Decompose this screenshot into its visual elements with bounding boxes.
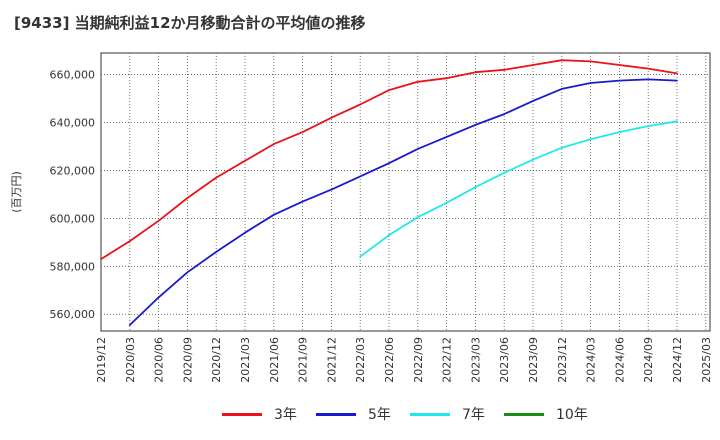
legend-swatch-7y [410,412,450,416]
legend-item-7y: 7年 [410,404,485,424]
x-tick-label: 2022/06 [383,337,396,383]
y-tick-label: 620,000 [50,164,96,177]
y-tick-label: 660,000 [50,69,96,82]
series-line-3年 [100,59,678,261]
x-tick-label: 2022/12 [441,337,454,383]
grid [101,53,710,331]
legend-swatch-3y [222,412,262,416]
x-tick-label: 2019/12 [95,337,108,383]
x-tick-label: 2022/03 [354,337,367,383]
x-tick-label: 2020/03 [124,337,137,383]
x-tick-label: 2021/06 [268,337,281,383]
y-tick-label: 600,000 [50,212,96,225]
x-tick-label: 2024/12 [671,337,684,383]
legend-label-10y: 10年 [556,407,588,423]
legend-label-7y: 7年 [462,407,485,423]
x-tick-label: 2024/09 [642,337,655,383]
legend-swatch-5y [316,412,356,416]
x-tick-label: 2023/06 [498,337,511,383]
x-tick-label: 2020/09 [181,337,194,383]
series-layer [100,59,678,326]
x-tick-label: 2022/09 [412,337,425,383]
x-tick-label: 2020/06 [153,337,166,383]
legend-label-3y: 3年 [274,407,297,423]
series-line-7年 [359,120,678,258]
y-tick-label: 560,000 [50,308,96,321]
x-tick-label: 2023/09 [527,337,540,383]
chart-area: 560,000 580,000 600,000 620,000 640,000 660,0… [10,52,713,383]
x-tick-label: 2024/06 [613,337,626,383]
y-tick-label: 640,000 [50,117,96,130]
x-tick-label: 2021/03 [239,337,252,383]
y-axis-label: (百万円) [10,171,23,213]
x-tick-label: 2021/12 [325,337,338,383]
legend: 3年 5年 7年 10年 [0,400,720,428]
x-tick-label: 2023/03 [469,337,482,383]
legend-item-5y: 5年 [316,404,391,424]
x-tick-label: 2020/12 [210,337,223,383]
x-tick-label: 2021/09 [297,337,310,383]
x-tick-label: 2024/03 [585,337,598,383]
y-axis: 560,000 580,000 600,000 620,000 640,000 660,0… [50,69,96,322]
x-axis: 2019/12 2020/03 2020/06 2020/09 2020/12 2021/… [95,337,713,383]
y-tick-label: 580,000 [50,260,96,273]
series-line-5年 [128,78,678,326]
legend-swatch-10y [504,412,544,416]
legend-item-10y: 10年 [504,404,588,424]
x-tick-label: 2025/03 [700,337,713,383]
x-tick-label: 2023/12 [556,337,569,383]
legend-item-3y: 3年 [222,404,297,424]
legend-label-5y: 5年 [368,407,391,423]
plot-frame [100,52,711,332]
chart-title: [9433] 当期純利益12か月移動合計の平均値の推移 [14,14,366,32]
